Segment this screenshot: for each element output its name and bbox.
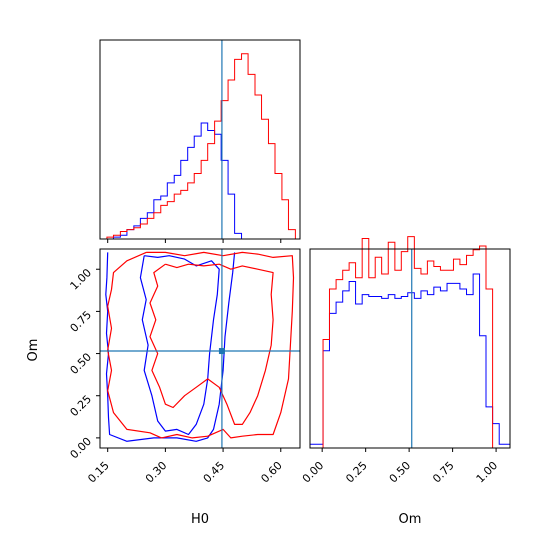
histogram-series-0 [309, 273, 511, 448]
contour-plot-area [100, 249, 300, 448]
om-xtick-label-3: 0.75 [430, 459, 457, 486]
truth-marker [218, 348, 225, 355]
om-xtick-label-2: 0.50 [387, 459, 414, 486]
contour-1 [139, 255, 220, 436]
h0-xtick-label-3: 0.60 [258, 459, 285, 486]
histogram-series-1 [310, 236, 510, 449]
h0-xtick-label-0: 0.15 [85, 459, 112, 486]
om-ytick-label-1: 0.25 [68, 393, 95, 420]
histogram-series-1 [100, 53, 300, 240]
om-xtick-label-1: 0.25 [343, 459, 370, 486]
om-xlabel: Om [399, 512, 422, 527]
om-histogram-plot-area [309, 236, 511, 449]
h0-xtick-label-1: 0.30 [143, 459, 170, 486]
om-ytick-label-3: 0.75 [68, 308, 95, 335]
contour-frame [99, 248, 301, 449]
om-ylabel: Om [26, 339, 41, 362]
h0-xlabel: H0 [191, 512, 209, 527]
contour-3 [149, 263, 274, 425]
contour-0 [105, 252, 236, 442]
om-histogram-frame [309, 248, 511, 449]
h0-xtick-label-2: 0.45 [201, 459, 228, 486]
h0-histogram-panel [99, 39, 301, 243]
om-ytick-label-0: 0.00 [68, 435, 95, 462]
om-xtick-label-0: 0.00 [300, 459, 327, 486]
contour-2 [107, 251, 295, 439]
om-ytick-label-4: 1.00 [68, 266, 95, 293]
om-ytick-label-2: 0.50 [68, 350, 95, 377]
h0-histogram-plot-area [100, 40, 300, 243]
h0-om-contour-panel: H0 Om 0.15 0.30 0.45 0.60 0.00 0.25 0.50 0.75 1.… [26, 248, 301, 527]
om-xtick-label-4: 1.00 [474, 459, 501, 486]
histogram-series-0 [100, 122, 300, 240]
h0-histogram-frame [99, 39, 301, 240]
om-histogram-panel: Om 0.00 0.25 0.50 0.75 1.00 [300, 236, 511, 527]
